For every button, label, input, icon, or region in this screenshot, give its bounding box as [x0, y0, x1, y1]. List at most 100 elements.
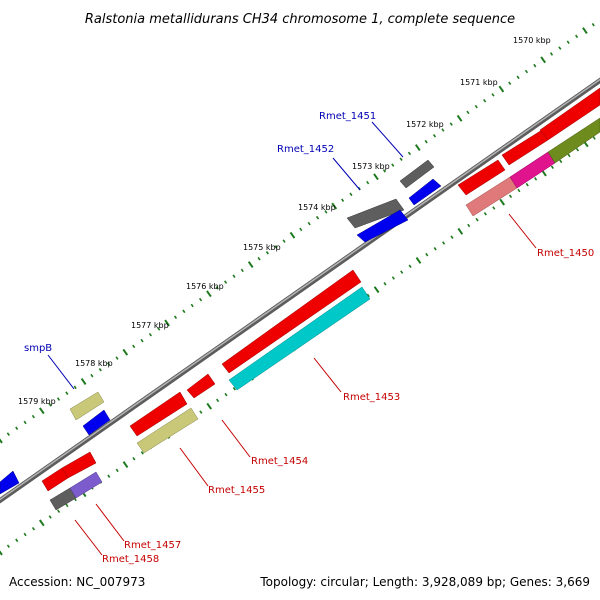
minor-tick	[173, 315, 178, 319]
major-tick	[0, 550, 3, 556]
major-tick	[80, 378, 87, 385]
minor-tick	[341, 198, 345, 202]
minor-tick	[215, 286, 219, 290]
minor-tick	[424, 139, 428, 144]
minor-tick	[533, 63, 537, 68]
minor-tick	[299, 227, 303, 232]
minor-tick	[474, 104, 478, 109]
minor-tick	[516, 75, 520, 80]
kbp-label: 1571 kbp	[460, 78, 498, 87]
minor-tick	[425, 252, 429, 257]
minor-tick	[491, 93, 495, 97]
gene-rmet-1451-gray[interactable]	[399, 159, 435, 189]
gene-left-edge-blue[interactable]	[0, 470, 20, 495]
gene-rmet-1451-blue[interactable]	[408, 178, 442, 206]
major-tick	[415, 257, 422, 264]
major-tick	[164, 319, 170, 327]
gene-rmet-1455-khaki[interactable]	[136, 407, 199, 454]
minor-tick	[549, 52, 554, 56]
gene-rmet-1455-red[interactable]	[129, 391, 188, 437]
gene-rmet-1452-blue[interactable]	[356, 209, 409, 243]
minor-tick	[550, 165, 554, 169]
major-tick	[582, 27, 588, 34]
major-tick	[540, 56, 547, 64]
minor-tick	[274, 245, 278, 249]
minor-tick	[566, 40, 570, 45]
minor-tick	[407, 151, 412, 156]
gene-label-smpb[interactable]: smpB	[24, 343, 52, 354]
minor-tick	[65, 391, 69, 395]
kbp-label: 1577 kbp	[131, 321, 169, 330]
minor-tick	[433, 247, 437, 251]
minor-tick	[508, 194, 513, 199]
minor-tick	[265, 251, 269, 255]
minor-tick	[324, 210, 328, 214]
gene-label-rmet-1455[interactable]: Rmet_1455	[208, 485, 265, 496]
major-tick	[38, 407, 45, 415]
minor-tick	[366, 180, 370, 185]
minor-tick	[408, 264, 412, 269]
gene-small-red[interactable]	[186, 373, 216, 399]
minor-tick	[148, 332, 152, 337]
major-tick	[456, 114, 463, 122]
gene-rmet-1457-purple[interactable]	[69, 471, 103, 499]
kbp-label: 1578 kbp	[75, 359, 113, 368]
accession-text: Accession: NC_007973	[9, 575, 146, 589]
minor-tick	[23, 420, 27, 425]
kbp-label: 1574 kbp	[298, 203, 336, 212]
minor-tick	[483, 98, 487, 103]
minor-tick	[107, 362, 111, 366]
gene-label-rmet-1450[interactable]: Rmet_1450	[537, 248, 594, 259]
gene-labels: smpB Rmet_1452 Rmet_1451 Rmet_1450 Rmet_…	[24, 111, 594, 565]
minor-tick	[534, 177, 538, 181]
major-tick	[373, 286, 380, 294]
gene-label-rmet-1454[interactable]: Rmet_1454	[251, 456, 308, 467]
gene-label-rmet-1458[interactable]: Rmet_1458	[102, 554, 159, 565]
major-tick	[38, 519, 45, 527]
gene-upper-red-3[interactable]	[539, 87, 600, 141]
minor-tick	[450, 235, 454, 239]
minor-tick	[6, 544, 10, 548]
minor-tick	[559, 159, 563, 164]
minor-tick	[575, 147, 580, 152]
minor-tick	[483, 212, 487, 216]
gene-label-rmet-1451[interactable]: Rmet_1451	[319, 111, 376, 122]
kbp-label: 1573 kbp	[352, 162, 390, 171]
minor-tick	[224, 280, 228, 284]
gene-olive[interactable]	[547, 117, 600, 164]
outer-tick-track	[0, 22, 595, 444]
major-tick	[206, 290, 212, 298]
gene-rmet-1453-red[interactable]	[221, 269, 362, 374]
minor-tick	[115, 468, 119, 473]
minor-tick	[98, 368, 102, 372]
major-tick	[498, 85, 505, 93]
feature-track	[0, 87, 600, 511]
minor-tick	[107, 474, 111, 478]
gene-label-rmet-1457[interactable]: Rmet_1457	[124, 540, 181, 551]
kbp-label: 1572 kbp	[406, 120, 444, 129]
gene-smpb-khaki[interactable]	[69, 391, 105, 421]
gene-upper-red-1[interactable]	[457, 159, 506, 196]
minor-tick	[441, 128, 445, 132]
minor-tick	[198, 297, 203, 302]
minor-tick	[449, 122, 453, 126]
minor-tick	[558, 46, 562, 50]
minor-tick	[115, 356, 119, 360]
label-leaders	[47, 121, 537, 556]
gene-rmet-1452-gray[interactable]	[346, 198, 405, 229]
minor-tick	[157, 327, 161, 331]
minor-tick	[132, 456, 136, 461]
minor-tick	[48, 515, 52, 519]
major-tick	[0, 438, 3, 444]
minor-tick	[232, 386, 236, 391]
minor-tick	[382, 169, 386, 173]
gene-label-rmet-1453[interactable]: Rmet_1453	[343, 392, 400, 403]
gene-rmet-1453-cyan[interactable]	[228, 286, 371, 391]
gene-label-rmet-1452[interactable]: Rmet_1452	[277, 144, 334, 155]
topology-summary: Topology: circular; Length: 3,928,089 bp…	[260, 575, 590, 589]
gene-rmet-1457-red[interactable]	[61, 451, 97, 479]
minor-tick	[399, 157, 403, 161]
minor-tick	[6, 432, 10, 436]
gene-smpb-blue[interactable]	[82, 409, 111, 436]
major-tick	[122, 461, 129, 468]
